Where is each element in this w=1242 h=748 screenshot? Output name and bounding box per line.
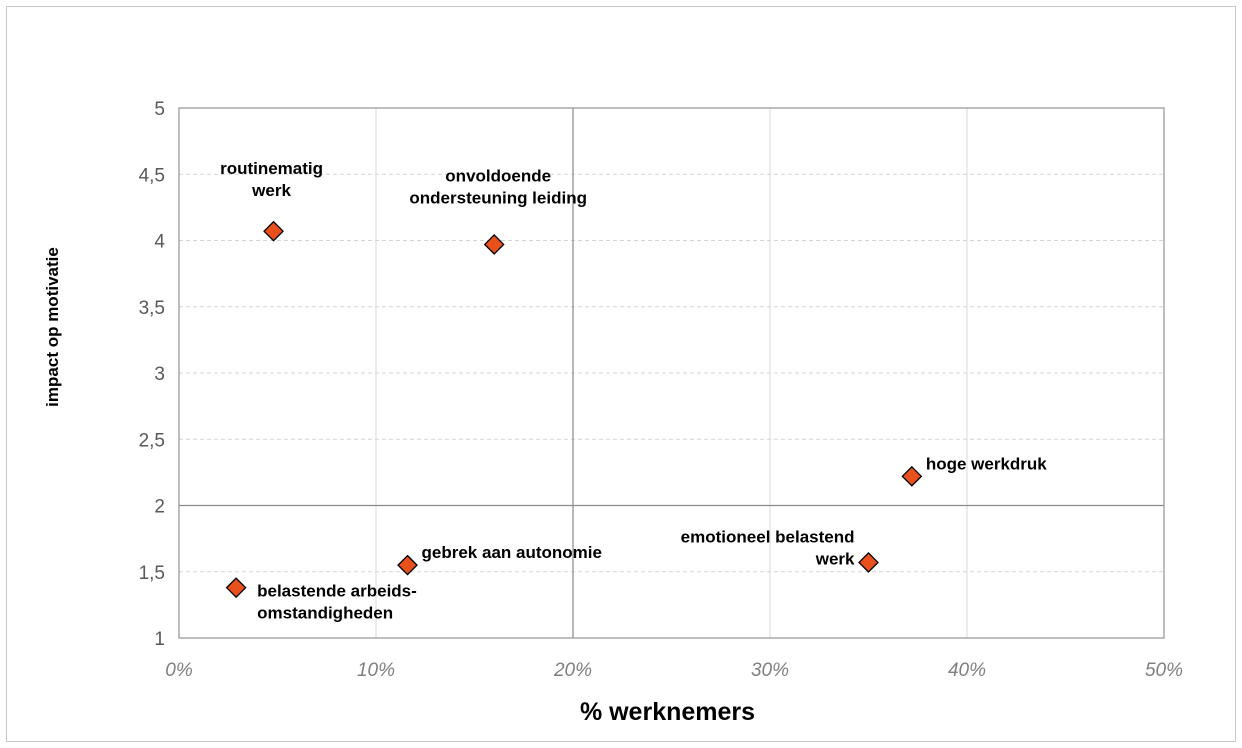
data-point-label-line: hoge werkdruk bbox=[926, 454, 1047, 473]
data-point-label-line: belastende arbeids- bbox=[257, 582, 417, 601]
data-point-label-line: gebrek aan autonomie bbox=[422, 543, 602, 562]
data-point-label-line: werk bbox=[251, 181, 291, 200]
data-point-label: onvoldoende ondersteuning leiding bbox=[409, 166, 587, 207]
data-point-marker bbox=[901, 465, 923, 487]
data-point-label: gebrek aan autonomie bbox=[422, 543, 602, 562]
x-tick-label: 30% bbox=[751, 660, 789, 681]
scatter-chart: 1 1,5 2 2,5 3 3,5 4 4,5 5 0% 10% 20% 30% 40% 50% rout… bbox=[43, 99, 1183, 726]
chart-frame: 1 1,5 2 2,5 3 3,5 4 4,5 5 0% 10% 20% 30% 40% 50% rout… bbox=[6, 6, 1236, 742]
data-point-label-line: ondersteuning leiding bbox=[409, 188, 587, 207]
data-point-marker bbox=[483, 234, 505, 255]
x-tick-label: 20% bbox=[553, 660, 592, 681]
y-tick-label: 4,5 bbox=[139, 165, 165, 186]
y-tick-label: 3 bbox=[154, 364, 165, 385]
y-tick-label: 1,5 bbox=[139, 563, 165, 584]
x-tick-labels: 0% 10% 20% 30% 40% 50% bbox=[165, 660, 1183, 681]
data-point-label: belastende arbeids-omstandigheden bbox=[257, 582, 417, 623]
reference-lines bbox=[179, 108, 1164, 638]
data-point-label-line: omstandigheden bbox=[257, 604, 393, 623]
x-tick-label: 10% bbox=[357, 660, 395, 681]
data-points bbox=[225, 220, 923, 599]
data-point-label-line: routinematig bbox=[220, 159, 323, 178]
y-axis-title: impact op motivatie bbox=[43, 247, 62, 407]
y-tick-label: 3,5 bbox=[139, 298, 165, 319]
data-point-marker bbox=[225, 577, 247, 599]
y-tick-label: 1 bbox=[154, 629, 165, 650]
point-labels: routinematig werk onvoldoende ondersteuning… bbox=[220, 159, 1047, 622]
data-point-label: routinematig werk bbox=[220, 159, 323, 200]
y-tick-label: 2,5 bbox=[139, 430, 165, 451]
grid-layer bbox=[179, 108, 1164, 638]
y-tick-label: 2 bbox=[154, 497, 165, 518]
y-tick-label: 4 bbox=[154, 232, 165, 253]
data-point-label-line: werk bbox=[815, 549, 855, 568]
plot-area-border bbox=[178, 107, 1165, 639]
data-point-label-line: onvoldoende bbox=[445, 166, 551, 185]
x-tick-label: 40% bbox=[948, 660, 986, 681]
y-tick-labels: 1 1,5 2 2,5 3 3,5 4 4,5 5 bbox=[139, 99, 166, 650]
x-tick-label: 50% bbox=[1145, 660, 1183, 681]
x-tick-label: 0% bbox=[165, 660, 193, 681]
x-axis-title: % werknemers bbox=[580, 698, 755, 726]
data-point-label-line: emotioneel belastend bbox=[681, 527, 855, 546]
data-point-label: emotioneel belastend werk bbox=[681, 527, 855, 568]
data-point-marker bbox=[858, 552, 879, 573]
data-point-marker bbox=[263, 220, 284, 242]
y-tick-label: 5 bbox=[154, 99, 165, 120]
data-point-label: hoge werkdruk bbox=[926, 454, 1047, 473]
data-point-marker bbox=[397, 554, 418, 576]
